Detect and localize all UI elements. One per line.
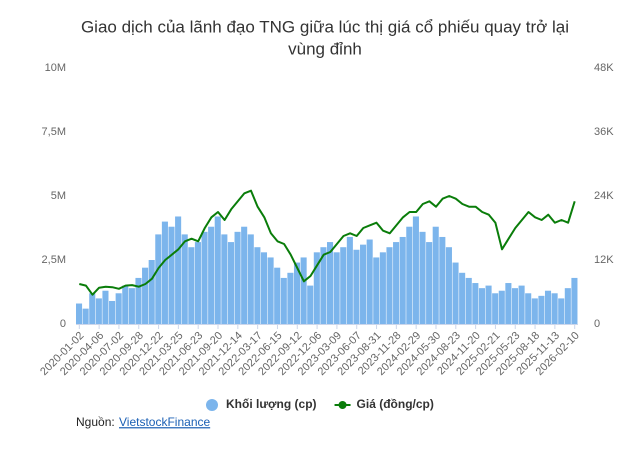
volume-bar	[142, 267, 149, 324]
volume-bar	[373, 257, 380, 324]
volume-bar	[168, 226, 175, 324]
volume-bar	[439, 236, 446, 324]
y2ticks-label: 24K	[594, 190, 614, 202]
yticks-label: 7,5M	[42, 126, 66, 138]
volume-bar	[360, 244, 367, 324]
volume-bar	[135, 277, 142, 324]
volume-bar	[293, 262, 301, 324]
volume-bar	[175, 216, 182, 324]
volume-bar	[379, 252, 386, 324]
volume-bar	[465, 277, 472, 324]
volume-bar	[492, 293, 499, 324]
yticks-label: 5M	[51, 190, 66, 202]
volume-bar	[452, 262, 459, 324]
volume-bar	[412, 216, 419, 324]
volume-bar	[538, 295, 545, 324]
volume-bar	[366, 239, 373, 324]
volume-bar	[307, 285, 314, 324]
volume-bar	[571, 277, 578, 324]
volume-bar	[525, 293, 532, 324]
yticks-label: 0	[60, 318, 66, 330]
legend-label: Khối lượng (cp)	[226, 397, 317, 411]
volume-bar	[478, 288, 485, 324]
volume-bar	[564, 288, 571, 324]
y2ticks-label: 36K	[594, 126, 614, 138]
volume-bar	[551, 293, 558, 324]
legend-symbol	[206, 399, 218, 411]
volume-bar	[459, 272, 466, 324]
volume-bar	[432, 226, 439, 324]
volume-bar	[333, 252, 340, 324]
volume-bar	[399, 236, 406, 324]
volume-bar	[498, 290, 505, 324]
volume-bar	[181, 234, 188, 324]
volume-bar	[393, 242, 400, 324]
volume-bar	[406, 226, 413, 324]
volume-bar	[300, 257, 307, 324]
volume-bar	[511, 288, 519, 324]
volume-bar	[227, 242, 234, 324]
price-line	[79, 189, 576, 296]
volume-bar	[82, 308, 89, 324]
volume-bar	[254, 247, 261, 324]
volume-bar	[89, 293, 96, 324]
volume-bar	[419, 231, 426, 324]
volume-bar	[155, 234, 162, 324]
source-label: Nguồn:	[76, 415, 115, 429]
volume-bar	[505, 283, 512, 324]
volume-bar	[426, 242, 433, 324]
volume-bar	[386, 247, 393, 324]
volume-bar	[472, 283, 479, 324]
y2ticks-label: 12K	[594, 254, 614, 266]
volume-bar	[267, 257, 274, 324]
volume-bar	[313, 252, 320, 324]
volume-bar	[445, 247, 452, 324]
yticks-label: 10M	[45, 62, 66, 74]
source-link[interactable]: VietstockFinance	[119, 415, 210, 429]
volume-bar	[109, 300, 116, 324]
volume-bar	[148, 260, 155, 324]
volume-bar	[128, 288, 135, 324]
volume-bar	[280, 277, 287, 324]
volume-bar	[485, 285, 492, 324]
volume-bar	[221, 234, 228, 324]
volume-bar	[201, 231, 208, 324]
volume-bar	[340, 247, 347, 324]
legend-symbol	[338, 401, 347, 409]
volume-bar	[194, 242, 201, 324]
volume-bar	[241, 226, 248, 324]
y2ticks-label: 0	[594, 318, 600, 330]
volume-bar	[214, 216, 221, 324]
y2ticks-label: 48K	[594, 62, 614, 74]
volume-bar	[274, 267, 281, 324]
yticks-label: 2,5M	[42, 254, 66, 266]
volume-bar	[76, 303, 83, 324]
volume-bar	[544, 290, 552, 324]
volume-bar	[518, 285, 525, 324]
volume-bar	[115, 293, 122, 324]
legend-label: Giá (đồng/cp)	[357, 397, 434, 411]
volume-bar	[102, 290, 109, 324]
chart-title: vùng đỉnh	[288, 39, 362, 58]
volume-bar	[327, 242, 334, 324]
volume-bar	[531, 298, 538, 324]
volume-bar	[287, 272, 294, 324]
volume-bar	[346, 236, 353, 324]
volume-bar	[188, 247, 195, 324]
volume-bar	[260, 252, 268, 324]
volume-bar	[320, 247, 327, 324]
volume-bar	[353, 249, 360, 324]
volume-bar	[95, 298, 102, 324]
volume-bar	[247, 234, 254, 324]
volume-bar	[161, 221, 168, 324]
volume-bar	[208, 226, 215, 324]
volume-bar	[122, 285, 129, 324]
volume-bar	[234, 231, 241, 324]
chart-title: Giao dịch của lãnh đạo TNG giữa lúc thị …	[81, 17, 569, 36]
volume-bar	[558, 298, 565, 324]
